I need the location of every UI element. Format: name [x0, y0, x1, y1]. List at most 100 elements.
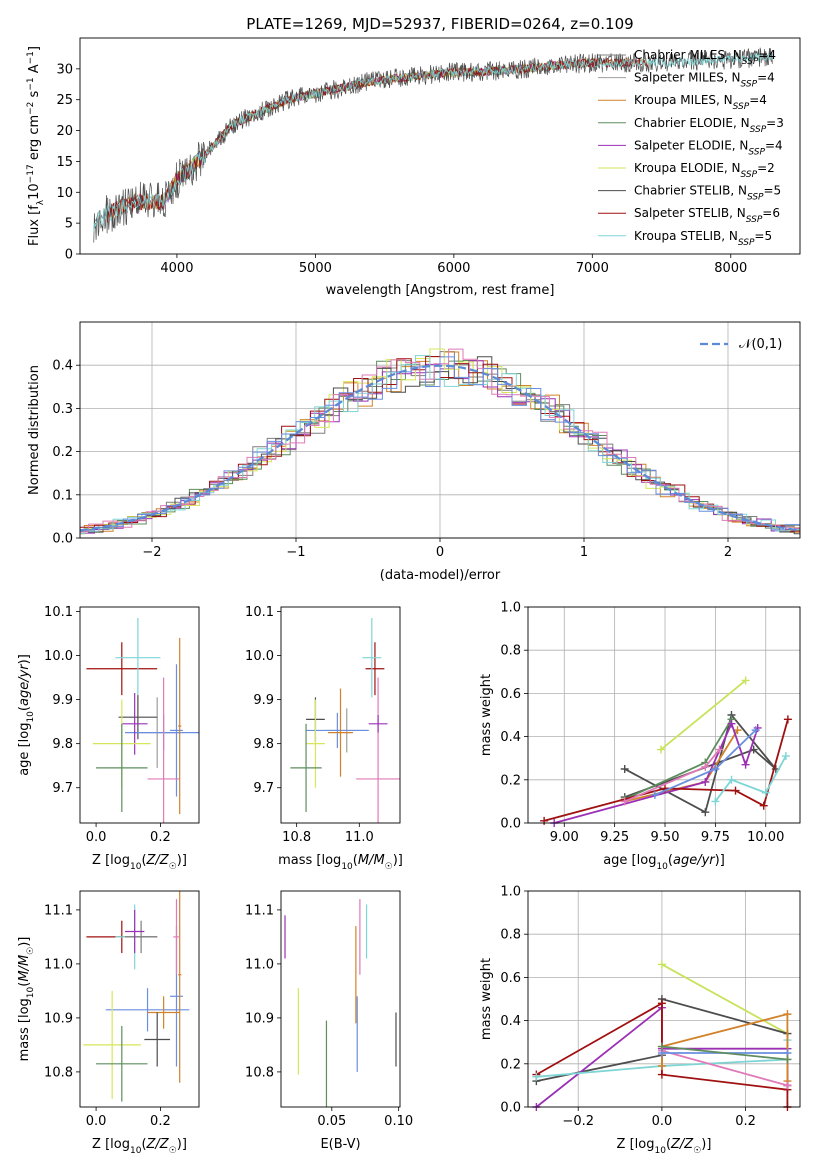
- error-bars: [83, 891, 190, 1102]
- legend-entry: Kroupa STELIB, NSSP=5: [634, 229, 772, 248]
- label-part: −17: [26, 164, 36, 183]
- x-tick-label: 0.0: [86, 830, 107, 845]
- x-tick-label: 5000: [299, 261, 332, 276]
- legend-entry: Salpeter STELIB, NSSP=6: [634, 206, 780, 225]
- weight-marker: [656, 745, 665, 754]
- y-tick-label: 20: [56, 124, 73, 139]
- legend-part: SSP: [741, 80, 758, 90]
- weight-marker: [783, 715, 792, 724]
- label-part: −1: [26, 77, 36, 90]
- y-tick-label: 10.1: [245, 605, 274, 620]
- y-tick-label: 25: [56, 93, 73, 108]
- x-tick-label: −2: [142, 545, 161, 560]
- label-part: −2: [26, 102, 36, 115]
- legend-part: SSP: [750, 125, 767, 135]
- weight-marker: [783, 1010, 792, 1019]
- weight-series: [661, 963, 788, 1035]
- x-axis-label: Z [log10(Z/Z☉)]: [617, 1137, 712, 1156]
- y-tick-label: 15: [56, 155, 73, 170]
- y-tick-label: 9.9: [52, 693, 73, 708]
- label-part: mass [log: [278, 853, 341, 868]
- weight-marker: [711, 765, 720, 773]
- y-tick-label: 5: [65, 217, 73, 232]
- label-part: )]: [393, 853, 403, 868]
- legend-part: =4: [757, 71, 775, 85]
- x-tick-label: 0.2: [735, 1114, 756, 1129]
- weight-marker: [759, 801, 768, 810]
- axes-frame: [280, 606, 401, 824]
- label-part: 10: [26, 711, 36, 723]
- label-part: age [log: [17, 723, 32, 776]
- weight-marker: [711, 797, 720, 806]
- label-part: age/yr: [17, 663, 32, 706]
- y-tick-label: 9.9: [253, 693, 274, 708]
- panel-mass-vs-ebv: 0.05 0.10 10.8 10.9 11.0 11.1 E(B-V): [245, 890, 413, 1152]
- label-part: )]: [177, 1137, 187, 1152]
- label-part: 10: [130, 862, 142, 872]
- legend-part: =4: [765, 138, 783, 152]
- x-tick-label: 0.0: [652, 1114, 673, 1129]
- weight-marker: [761, 788, 770, 797]
- label-part: 10: [341, 862, 353, 872]
- y-tick-label: 1.0: [500, 601, 521, 616]
- y-tick-label: 0.8: [500, 928, 521, 943]
- x-tick-label: 8000: [714, 261, 747, 276]
- label-part: (: [668, 853, 673, 868]
- x-axis-label: mass [log10(M/M☉)]: [278, 853, 403, 872]
- legend-part: =2: [757, 161, 775, 175]
- x-tick-label: −0.2: [562, 1114, 594, 1129]
- y-axis-label: mass weight: [479, 958, 494, 1040]
- x-tick-label: 0.2: [150, 1114, 171, 1129]
- y-tick-label: 9.7: [52, 781, 73, 796]
- y-tick-label: 11.0: [44, 957, 73, 972]
- label-part: Flux [f: [27, 205, 42, 246]
- weight-marker: [657, 960, 666, 969]
- axes-frame: [527, 890, 801, 1108]
- panel-residuals: −2 −1 0 1 2 0.0 0.1 0.2 0.3 0.4 (data-model)/error…: [27, 321, 801, 583]
- weight-marker: [620, 797, 629, 806]
- legend-part: Chabrier STELIB, N: [634, 184, 747, 198]
- panel-weight-vs-age: 9.00 9.25 9.50 9.75 10.00 0.0 0.2 0.4 0.6 0.8 1.0 a…: [479, 601, 801, 872]
- y-tick-label: 9.7: [253, 781, 274, 796]
- x-tick-label: 2: [724, 545, 732, 560]
- error-bars: [290, 618, 400, 823]
- label-part: ☉: [26, 947, 36, 955]
- legend-entry: Chabrier STELIB, NSSP=5: [634, 184, 781, 203]
- weight-marker: [657, 999, 666, 1008]
- y-tick-label: 11.1: [245, 903, 274, 918]
- y-tick-label: 10.0: [245, 649, 274, 664]
- x-tick-label: −1: [286, 545, 305, 560]
- x-tick-label: 9.75: [701, 830, 730, 845]
- legend-part: =5: [764, 184, 782, 198]
- label-part: 10: [27, 183, 42, 200]
- label-part: (: [141, 853, 146, 868]
- weight-marker: [781, 752, 790, 761]
- weight-marker: [715, 745, 724, 754]
- legend-part: =5: [754, 229, 772, 243]
- x-tick-label: 6000: [437, 261, 470, 276]
- y-tick-label: 0.2: [52, 445, 73, 460]
- x-axis-label: Z [log10(Z/Z☉)]: [92, 853, 187, 872]
- y-tick-label: 0.4: [52, 359, 73, 374]
- legend-part: Salpeter STELIB, N: [634, 206, 746, 220]
- weight-marker: [657, 1070, 666, 1079]
- histograms: [80, 348, 800, 535]
- spectrum-series: [93, 47, 773, 243]
- label-part: erg cm: [27, 115, 42, 164]
- legend-part: Salpeter MILES, N: [634, 71, 741, 85]
- weight-marker: [727, 719, 736, 728]
- y-tick-label: 10.0: [44, 649, 73, 664]
- y-tick-label: 10.9: [44, 1011, 73, 1026]
- label-part: )]: [715, 853, 725, 868]
- y-tick-label: 0.8: [500, 644, 521, 659]
- label-part: A: [27, 64, 42, 77]
- x-axis-label: wavelength [Angstrom, rest frame]: [326, 283, 555, 298]
- label-part: Z/Z: [146, 853, 170, 868]
- error-bars: [284, 899, 397, 1107]
- panel-spectrum: 4000 5000 6000 7000 8000 0 5 10 15 20 25 30 PLATE=12…: [26, 15, 801, 298]
- legend-part: SSP: [747, 193, 764, 203]
- panel-mass-vs-Z: 0.0 0.210.810.911.011.1Z [log10(Z/Z☉)]mas…: [17, 890, 200, 1156]
- weight-marker: [741, 760, 750, 769]
- legend-part: Kroupa ELODIE, N: [634, 161, 741, 175]
